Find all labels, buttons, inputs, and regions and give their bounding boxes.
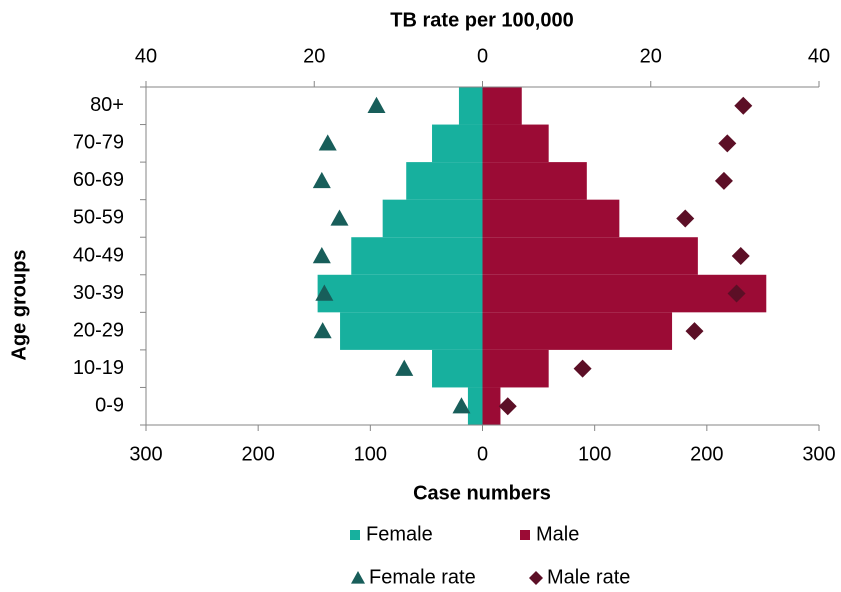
y-axis-label: Age groups — [8, 249, 30, 360]
legend-swatch — [520, 530, 530, 540]
bar — [482, 124, 549, 163]
chart-title: TB rate per 100,000 — [390, 9, 573, 31]
bar — [482, 349, 549, 388]
bar — [317, 274, 483, 313]
bar — [340, 312, 483, 350]
marker — [714, 171, 733, 190]
marker — [734, 96, 753, 115]
marker — [312, 171, 331, 189]
marker — [685, 322, 704, 341]
y-tick-label: 50-59 — [73, 207, 124, 229]
y-tick-label: 80+ — [90, 94, 124, 116]
bar — [482, 87, 522, 125]
bar — [482, 162, 587, 200]
bar — [382, 199, 483, 238]
x-tick-label: 300 — [802, 443, 835, 465]
bar — [432, 349, 483, 388]
y-tick-label: 0-9 — [95, 395, 124, 417]
x-tick-label: 200 — [241, 443, 274, 465]
legend-label: Male rate — [547, 566, 630, 588]
bar — [482, 387, 501, 425]
marker — [367, 96, 386, 113]
marker — [330, 209, 349, 226]
y-tick-label: 10-19 — [73, 357, 124, 379]
marker — [573, 359, 592, 378]
x-axis-label: Case numbers — [413, 482, 551, 504]
bar — [467, 387, 483, 425]
bar — [482, 237, 698, 275]
bar — [351, 237, 483, 275]
y-tick-label: 20-29 — [73, 319, 124, 341]
x2-tick-label: 20 — [303, 45, 325, 67]
y-tick-label: 60-69 — [73, 169, 124, 191]
marker — [676, 209, 695, 228]
x-tick-label: 200 — [690, 443, 723, 465]
x-tick-label: 100 — [578, 443, 611, 465]
x2-tick-label: 40 — [135, 45, 157, 67]
legend-swatch — [350, 530, 360, 540]
marker — [718, 134, 737, 153]
legend-swatch — [351, 571, 365, 584]
marker — [727, 284, 746, 303]
marker — [731, 247, 750, 265]
y-tick-label: 30-39 — [73, 282, 124, 304]
marker — [318, 134, 337, 151]
bar — [482, 274, 767, 313]
legend-label: Female rate — [369, 566, 476, 588]
marker — [315, 284, 334, 301]
bar — [432, 124, 483, 163]
x2-tick-label: 40 — [808, 45, 830, 67]
x2-tick-label: 20 — [640, 45, 662, 67]
y-tick-label: 70-79 — [73, 132, 124, 154]
marker — [498, 397, 517, 416]
bar — [482, 199, 620, 238]
legend-label: Female — [366, 523, 433, 545]
x-tick-label: 100 — [354, 443, 387, 465]
marker — [452, 397, 471, 414]
marker — [313, 322, 332, 339]
legend-swatch — [529, 571, 543, 585]
bar — [482, 312, 673, 350]
bar — [406, 162, 483, 200]
x2-tick-label: 0 — [477, 45, 488, 67]
y-tick-label: 40-49 — [73, 244, 124, 266]
marker — [312, 247, 331, 264]
x-tick-label: 0 — [477, 443, 488, 465]
legend-label: Male — [536, 523, 579, 545]
x-tick-label: 300 — [129, 443, 162, 465]
marker — [395, 359, 414, 376]
bar — [458, 87, 483, 125]
